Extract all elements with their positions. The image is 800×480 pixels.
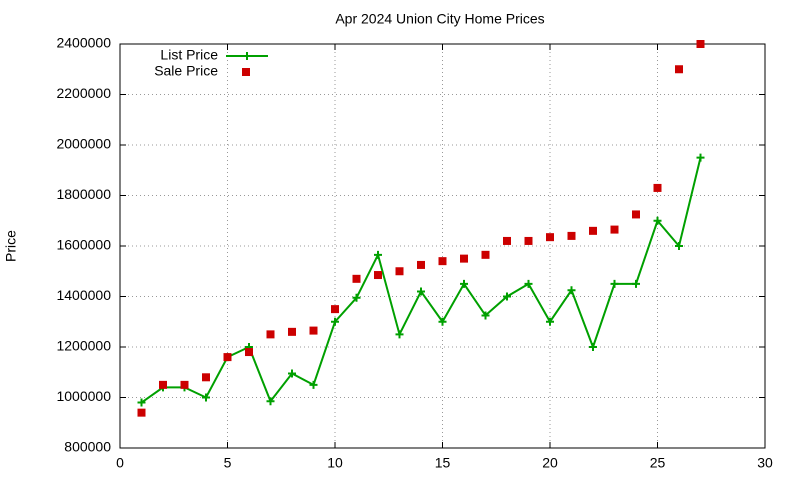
point: [309, 326, 318, 335]
x-tick-label: 30: [757, 455, 773, 471]
x-tick-label: 10: [327, 455, 343, 471]
point: [610, 225, 619, 234]
point: [352, 293, 361, 302]
x-tick-label: 0: [116, 455, 124, 471]
point: [503, 236, 511, 245]
point: [266, 397, 275, 406]
point: [202, 373, 210, 382]
point: [567, 286, 576, 295]
point: [546, 317, 554, 326]
y-tick-label: 800000: [64, 439, 111, 455]
point: [460, 254, 468, 263]
point: [567, 231, 576, 240]
y-tick-label: 2200000: [56, 85, 111, 101]
point: [331, 317, 339, 326]
point: [524, 279, 533, 288]
point: [503, 292, 511, 301]
point: [438, 317, 447, 326]
point: [395, 267, 404, 276]
y-tick-label: 1400000: [56, 287, 111, 303]
point: [137, 408, 146, 417]
point: [395, 330, 404, 339]
point: [675, 242, 683, 250]
point: [180, 380, 189, 389]
point: [288, 327, 296, 336]
point: [696, 40, 705, 48]
point: [266, 330, 275, 339]
point: [653, 183, 662, 192]
x-tick-label: 25: [650, 455, 666, 471]
y-tick-label: 2000000: [56, 136, 111, 152]
point: [417, 287, 425, 296]
legend-label: Sale Price: [154, 63, 218, 79]
legend-label: List Price: [160, 47, 218, 63]
x-tick-label: 15: [435, 455, 451, 471]
point: [632, 279, 640, 288]
point: [460, 279, 468, 288]
point: [632, 210, 640, 219]
point: [653, 216, 662, 225]
point: [331, 305, 339, 314]
point: [589, 226, 597, 235]
point: [589, 343, 597, 351]
point: [288, 369, 296, 378]
x-tick-label: 5: [224, 455, 232, 471]
point: [696, 153, 705, 162]
legend-marker: [243, 52, 251, 60]
point: [524, 236, 533, 245]
plot-frame: [119, 43, 766, 449]
point: [137, 398, 146, 407]
point: [675, 65, 683, 74]
point: [481, 311, 490, 320]
legend-marker: [242, 68, 250, 76]
point: [309, 380, 318, 389]
y-tick-label: 1600000: [56, 237, 111, 253]
point: [352, 274, 361, 283]
y-tick-label: 2400000: [56, 35, 111, 51]
point: [159, 380, 167, 389]
point: [481, 250, 490, 259]
x-tick-label: 20: [542, 455, 558, 471]
point: [374, 271, 382, 280]
y-tick-label: 1000000: [56, 388, 111, 404]
y-tick-label: 1200000: [56, 338, 111, 354]
point: [438, 257, 447, 266]
y-tick-label: 1800000: [56, 186, 111, 202]
point: [417, 260, 425, 269]
point: [610, 279, 619, 288]
point: [202, 393, 210, 402]
point: [546, 233, 554, 242]
y-axis-label: Price: [3, 230, 19, 262]
point: [223, 353, 232, 362]
chart-title: Apr 2024 Union City Home Prices: [335, 11, 544, 27]
point: [245, 348, 253, 357]
point: [374, 250, 382, 259]
